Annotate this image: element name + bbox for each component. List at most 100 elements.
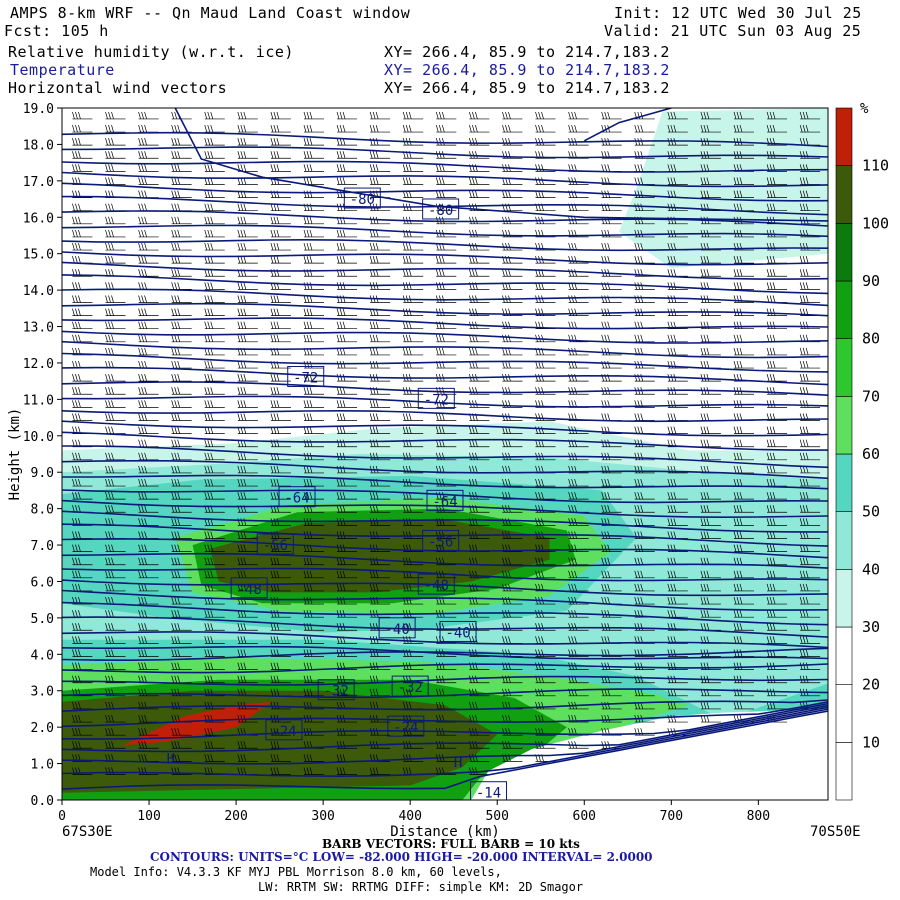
wind-barb: [174, 387, 178, 395]
wind-barb: [342, 360, 346, 369]
wind-barb: [243, 623, 247, 631]
wind-barb: [375, 124, 379, 133]
wind-barb: [505, 334, 508, 342]
wind-barb: [303, 413, 307, 421]
wind-barb: [75, 728, 78, 736]
wind-barb: [766, 400, 770, 408]
high-marker: H: [454, 755, 462, 771]
wind-barb: [273, 138, 277, 146]
wind-barb: [273, 570, 277, 578]
colorbar-unit: %: [860, 101, 869, 117]
wind-barb: [733, 596, 737, 605]
wind-barb: [538, 387, 541, 395]
wind-barb: [538, 374, 541, 382]
wind-barb: [108, 439, 111, 447]
wind-barb: [538, 177, 541, 185]
wind-barb: [138, 151, 141, 159]
wind-barb: [276, 387, 280, 395]
wind-barb: [111, 269, 114, 277]
wind-barb: [309, 439, 313, 447]
wind-barb: [108, 570, 111, 578]
wind-barb: [601, 492, 605, 500]
wind-barb: [472, 767, 475, 775]
wind-barb: [766, 623, 770, 631]
wind-barb: [538, 426, 541, 434]
wind-barb: [309, 282, 313, 290]
wind-barb: [802, 124, 806, 133]
wind-barb: [111, 610, 114, 618]
wind-barb: [75, 334, 78, 342]
wind-barb: [435, 138, 439, 146]
wind-barb: [435, 347, 439, 356]
wind-barb: [204, 728, 208, 736]
wind-barb: [171, 347, 175, 356]
wind-barb: [273, 308, 277, 316]
wind-barb: [408, 177, 412, 185]
wind-barb: [766, 675, 770, 683]
wind-barb: [736, 570, 740, 578]
wind-barb: [72, 492, 75, 500]
wind-barb: [78, 256, 81, 264]
wind-barb: [204, 374, 208, 382]
wind-barb: [535, 111, 538, 120]
wind-barb: [739, 492, 743, 500]
contour-label-box: [230, 577, 268, 599]
wind-barb: [177, 334, 181, 342]
wind-barb: [640, 544, 644, 552]
wind-barb: [772, 570, 776, 578]
wind-barb: [706, 583, 710, 592]
wind-barb: [372, 242, 376, 251]
wind-barb: [766, 295, 770, 303]
wind-barb: [204, 649, 208, 657]
wind-barb: [568, 111, 571, 120]
wind-barb: [105, 347, 108, 356]
wind-barb: [673, 282, 677, 290]
wind-barb: [171, 531, 175, 539]
wind-barb: [405, 308, 409, 316]
wind-barb: [637, 688, 641, 696]
wind-barb: [210, 124, 214, 133]
wind-barb: [472, 229, 475, 238]
wind-barb: [799, 374, 803, 382]
wind-barb: [502, 439, 505, 447]
wind-barb: [144, 387, 147, 395]
wind-barb: [700, 583, 704, 592]
wind-barb: [342, 478, 346, 487]
wind-barb: [670, 256, 674, 264]
wind-barb: [111, 321, 114, 329]
temperature-contour: [62, 224, 828, 238]
wind-barb: [541, 426, 544, 434]
wind-barb: [670, 269, 674, 277]
wind-barb: [276, 557, 280, 565]
wind-barb: [303, 465, 307, 474]
wind-barb: [138, 295, 141, 303]
wind-barb: [772, 557, 776, 565]
wind-barb: [670, 518, 674, 526]
wind-barb: [772, 347, 776, 356]
wind-barb: [141, 111, 144, 120]
wind-barb: [144, 675, 147, 683]
wind-barb: [667, 596, 671, 605]
wind-barb: [240, 374, 244, 382]
wind-barb: [601, 242, 605, 251]
wind-barb: [306, 308, 310, 316]
wind-barb: [670, 714, 674, 723]
wind-barb: [339, 557, 343, 565]
wind-barb: [475, 216, 478, 224]
wind-barb: [571, 583, 574, 592]
wind-barb: [673, 426, 677, 434]
wind-barb: [571, 295, 574, 303]
wind-barb: [207, 649, 211, 657]
wind-barb: [634, 688, 638, 696]
wind-barb: [469, 216, 472, 224]
wind-barb: [144, 334, 147, 342]
wind-barb: [237, 544, 241, 552]
wind-barb: [733, 478, 737, 487]
wind-barb: [240, 728, 244, 736]
wind-barb: [309, 662, 313, 670]
wind-barb: [174, 413, 178, 421]
wind-barb: [634, 623, 638, 631]
wind-barb: [700, 400, 704, 408]
wind-barb: [309, 308, 313, 316]
wind-barb: [601, 636, 605, 644]
